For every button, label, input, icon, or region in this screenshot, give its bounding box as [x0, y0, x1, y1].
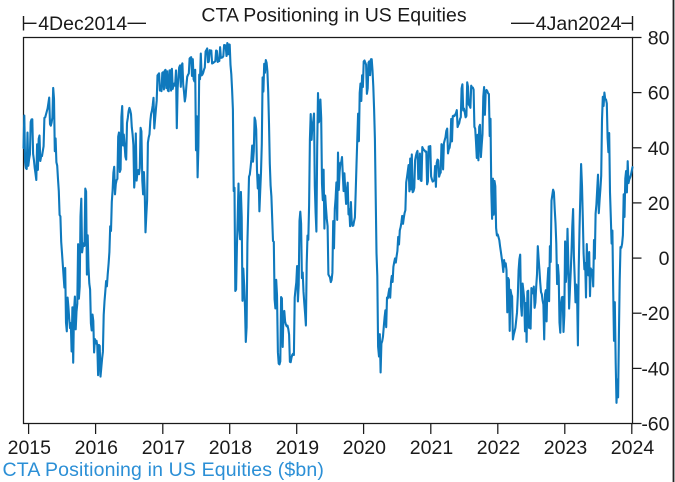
- svg-text:4Dec2014: 4Dec2014: [38, 13, 127, 35]
- svg-text:-20: -20: [641, 303, 669, 325]
- svg-text:40: 40: [648, 138, 670, 160]
- svg-text:2023: 2023: [544, 437, 587, 459]
- svg-text:-60: -60: [641, 414, 669, 436]
- svg-text:CTA Positioning in US Equities: CTA Positioning in US Equities: [201, 5, 466, 27]
- svg-text:60: 60: [648, 83, 670, 105]
- svg-text:2020: 2020: [343, 437, 387, 459]
- svg-text:20: 20: [648, 193, 670, 215]
- svg-text:2022: 2022: [477, 437, 520, 459]
- svg-text:80: 80: [648, 28, 670, 50]
- svg-text:4Jan2024: 4Jan2024: [536, 13, 622, 35]
- svg-text:2018: 2018: [209, 437, 252, 459]
- svg-text:2015: 2015: [8, 437, 52, 459]
- svg-text:-40: -40: [641, 358, 669, 380]
- svg-text:2021: 2021: [410, 437, 453, 459]
- svg-text:2017: 2017: [142, 437, 185, 459]
- svg-text:2024: 2024: [611, 437, 655, 459]
- svg-text:0: 0: [659, 248, 670, 270]
- svg-text:2019: 2019: [276, 437, 319, 459]
- svg-text:CTA Positioning in US Equities: CTA Positioning in US Equities ($bn): [3, 459, 325, 481]
- svg-text:2016: 2016: [75, 437, 118, 459]
